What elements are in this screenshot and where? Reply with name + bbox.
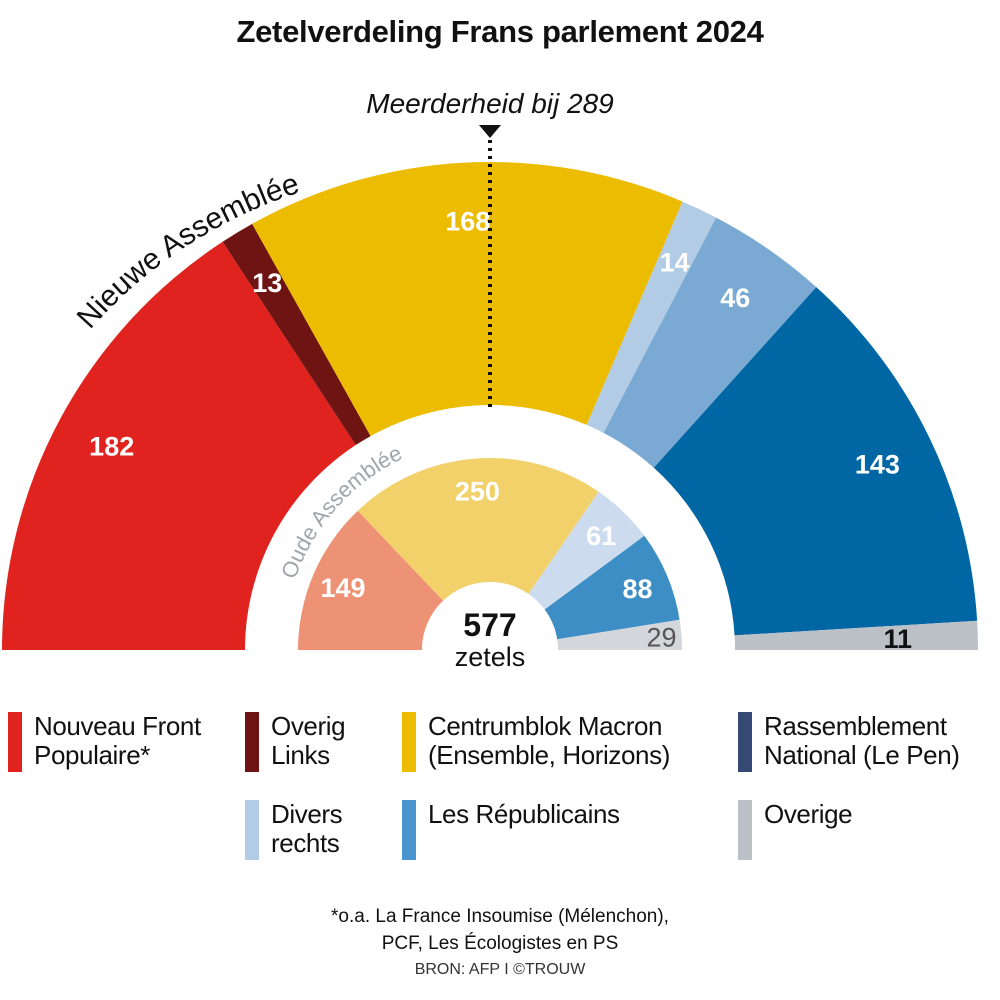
legend-swatch <box>738 712 752 772</box>
legend-item: Centrumblok Macron (Ensemble, Horizons) <box>402 712 670 772</box>
legend-label-line: Overig <box>271 711 346 741</box>
legend-swatch <box>245 712 259 772</box>
legend-label: Les Républicains <box>428 800 620 860</box>
legend-item: Divers rechts <box>245 799 343 860</box>
old-segment-les-r-publicains <box>544 535 680 640</box>
new-segment-divers-rechts <box>586 201 717 433</box>
footnote-line-1: *o.a. La France Insoumise (Mélenchon), <box>331 906 669 927</box>
total-unit: zetels <box>455 642 526 672</box>
legend-label-line: Links <box>271 740 330 770</box>
majority-marker-icon <box>479 125 501 138</box>
legend-label: Overige <box>764 799 853 860</box>
legend-item: Overig Links <box>245 711 346 772</box>
legend-label-line: Overige <box>764 799 853 829</box>
center-hole <box>422 582 558 700</box>
footnote: *o.a. La France Insoumise (Mélenchon), P… <box>0 903 1000 957</box>
legend-label: Nouveau Front Populaire* <box>34 712 201 772</box>
legend-item: Overige <box>738 799 853 860</box>
new-segment-nouveau-front-populaire <box>2 241 356 650</box>
new-segment-rassemblement-national <box>653 287 978 636</box>
legend-label-line: rechts <box>271 828 340 858</box>
legend-item: Nouveau Front Populaire* <box>8 712 201 772</box>
legend-swatch <box>245 800 259 860</box>
legend-label-line: (Ensemble, Horizons) <box>428 740 670 770</box>
legend-label-line: Les Républicains <box>428 799 620 829</box>
chart-title: Zetelverdeling Frans parlement 2024 <box>236 14 764 49</box>
legend-swatch <box>402 712 416 772</box>
legend-item: Rassemblement National (Le Pen) <box>738 712 960 772</box>
legend-label: Divers rechts <box>271 799 343 860</box>
legend-swatch <box>402 800 416 860</box>
old-segment-centrumblok-macron <box>357 458 599 601</box>
legend-label-line: Rassemblement <box>764 711 947 741</box>
data-label: 46 <box>720 283 750 313</box>
data-label: 61 <box>586 521 616 551</box>
new-segment-overig-links <box>222 223 371 446</box>
old-segment-divers-rechts <box>528 491 645 610</box>
legend-label-line: Centrumblok Macron <box>428 711 663 741</box>
legend-label-line: Populaire* <box>34 740 150 770</box>
legend-label-line: Divers <box>271 799 343 829</box>
source: BRON: AFP I ©TROUW <box>414 961 586 978</box>
legend-label: Rassemblement National (Le Pen) <box>764 712 960 772</box>
data-label: 88 <box>623 574 653 604</box>
data-label: 143 <box>855 449 900 479</box>
legend-label-line: National (Le Pen) <box>764 740 960 770</box>
data-label: 13 <box>252 268 282 298</box>
old-segment-nouveau-front-populaire <box>298 510 444 650</box>
new-segment-les-r-publicains <box>603 217 817 468</box>
total-seats: 577 <box>463 607 516 643</box>
legend-swatch <box>8 712 22 772</box>
new-segment-overige <box>734 620 978 650</box>
legend-item: Les Républicains <box>402 800 620 860</box>
majority-label: Meerderheid bij 289 <box>366 88 614 119</box>
data-label: 149 <box>320 573 365 603</box>
legend-swatch <box>738 800 752 860</box>
data-label: 168 <box>445 207 490 237</box>
footnote-line-2: PCF, Les Écologistes en PS <box>381 933 619 954</box>
data-label: 11 <box>884 624 913 654</box>
legend-label: Centrumblok Macron (Ensemble, Horizons) <box>428 712 670 772</box>
old-segment-overige <box>557 619 682 650</box>
legend-label: Overig Links <box>271 711 346 772</box>
data-label: 14 <box>660 248 690 278</box>
data-label: 250 <box>455 476 500 506</box>
new-segment-centrumblok-macron <box>252 161 683 437</box>
data-label: 29 <box>646 622 676 652</box>
data-label: 182 <box>89 432 134 462</box>
legend-label-line: Nouveau Front <box>34 711 201 741</box>
